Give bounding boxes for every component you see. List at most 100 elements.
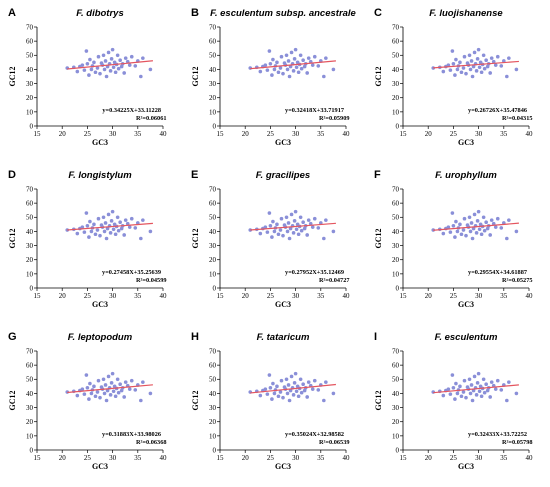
x-tick-label: 30 xyxy=(109,292,117,300)
scatter-point xyxy=(475,381,480,385)
scatter-point xyxy=(493,225,498,229)
x-tick-label: 25 xyxy=(267,292,275,300)
scatter-point xyxy=(288,226,293,231)
x-tick-label: 40 xyxy=(343,454,351,462)
scatter-point xyxy=(141,380,145,384)
scatter-point xyxy=(476,371,481,376)
scatter-point xyxy=(93,394,98,399)
panel-b: B F. esculentum subsp. ancestrale 0 10 20 30 4… xyxy=(191,7,357,147)
scatter-point xyxy=(268,223,273,228)
x-tick-label: 20 xyxy=(242,292,250,300)
scatter-point xyxy=(453,235,457,239)
scatter-point xyxy=(301,58,305,63)
scatter-point xyxy=(502,59,506,63)
scatter-point xyxy=(468,391,473,396)
y-tick-label: 60 xyxy=(392,362,400,370)
scatter-point xyxy=(106,50,111,55)
scatter-point xyxy=(476,209,481,214)
y-tick-label: 40 xyxy=(392,390,400,398)
x-tick-label: 30 xyxy=(109,130,117,138)
x-tick-label: 35 xyxy=(317,454,325,462)
scatter-point xyxy=(113,232,118,237)
x-tick-label: 30 xyxy=(292,292,300,300)
x-axis-label: GC3 xyxy=(275,138,291,147)
x-tick-label: 25 xyxy=(267,454,275,462)
scatter-points xyxy=(65,371,153,403)
scatter-point xyxy=(468,67,473,72)
y-axis-label: GC12 xyxy=(191,391,200,411)
scatter-point xyxy=(270,235,274,239)
scatter-point xyxy=(316,388,321,392)
x-tick-label: 15 xyxy=(400,130,408,138)
x-tick-label: 20 xyxy=(242,454,250,462)
scatter-points xyxy=(431,371,519,403)
scatter-point xyxy=(459,394,464,399)
scatter-point xyxy=(324,218,328,222)
x-tick-label: 25 xyxy=(267,130,275,138)
x-axis-label: GC3 xyxy=(92,138,108,147)
y-tick-label: 50 xyxy=(26,376,34,384)
x-tick-label: 30 xyxy=(292,130,300,138)
scatter-point xyxy=(296,70,301,75)
y-tick-label: 30 xyxy=(392,80,400,88)
y-axis-label: GC12 xyxy=(8,391,17,411)
scatter-point xyxy=(505,236,509,241)
y-tick-label: 20 xyxy=(392,256,400,264)
scatter-point xyxy=(279,378,284,383)
scatter-point xyxy=(133,388,138,392)
scatter-point xyxy=(459,70,464,75)
scatter-point xyxy=(87,235,91,239)
scatter-point xyxy=(284,377,289,382)
regression-equation: y=0.26726X+35.47846 xyxy=(468,107,527,114)
scatter-point xyxy=(98,233,102,238)
y-tick-label: 40 xyxy=(392,66,400,74)
scatter-point xyxy=(461,66,466,70)
scatter-point xyxy=(471,388,476,393)
scatter-points xyxy=(248,47,336,79)
scatter-point xyxy=(477,389,482,394)
scatter-point xyxy=(289,374,294,379)
r-squared: R²=0.04315 xyxy=(502,115,533,122)
scatter-point xyxy=(312,54,317,59)
x-tick-label: 35 xyxy=(500,130,508,138)
scatter-point xyxy=(104,236,109,241)
scatter-point xyxy=(293,47,298,52)
x-axis-label: GC3 xyxy=(92,300,108,309)
scatter-point xyxy=(469,221,474,225)
scatter-point xyxy=(448,392,453,396)
scatter-point xyxy=(105,388,110,393)
y-tick-label: 20 xyxy=(209,256,217,264)
scatter-point xyxy=(514,67,519,72)
panel-title: F. luojishanense xyxy=(429,8,503,19)
scatter-point xyxy=(80,387,85,391)
scatter-point xyxy=(281,233,285,238)
scatter-point xyxy=(270,73,274,77)
scatter-point xyxy=(265,68,270,72)
scatter-point xyxy=(285,67,290,72)
y-tick-label: 0 xyxy=(30,446,34,454)
scatter-point xyxy=(293,371,298,376)
scatter-point xyxy=(331,391,336,396)
scatter-point xyxy=(476,47,481,52)
x-tick-label: 25 xyxy=(84,292,92,300)
scatter-point xyxy=(507,56,511,60)
scatter-point xyxy=(106,212,111,217)
scatter-point xyxy=(471,226,476,231)
y-tick-label: 20 xyxy=(26,256,34,264)
scatter-point xyxy=(310,63,315,67)
scatter-point xyxy=(316,64,321,68)
x-tick-label: 35 xyxy=(134,454,142,462)
panel-letter: D xyxy=(8,169,16,181)
scatter-point xyxy=(441,231,446,236)
y-tick-label: 70 xyxy=(209,23,217,31)
scatter-point xyxy=(308,221,313,226)
y-tick-label: 30 xyxy=(26,404,34,412)
y-tick-label: 10 xyxy=(209,108,217,116)
scatter-point xyxy=(93,70,98,75)
scatter-point xyxy=(455,391,460,396)
scatter-point xyxy=(116,228,121,233)
scatter-point xyxy=(87,397,91,401)
y-tick-label: 70 xyxy=(26,23,34,31)
scatter-point xyxy=(481,377,486,382)
